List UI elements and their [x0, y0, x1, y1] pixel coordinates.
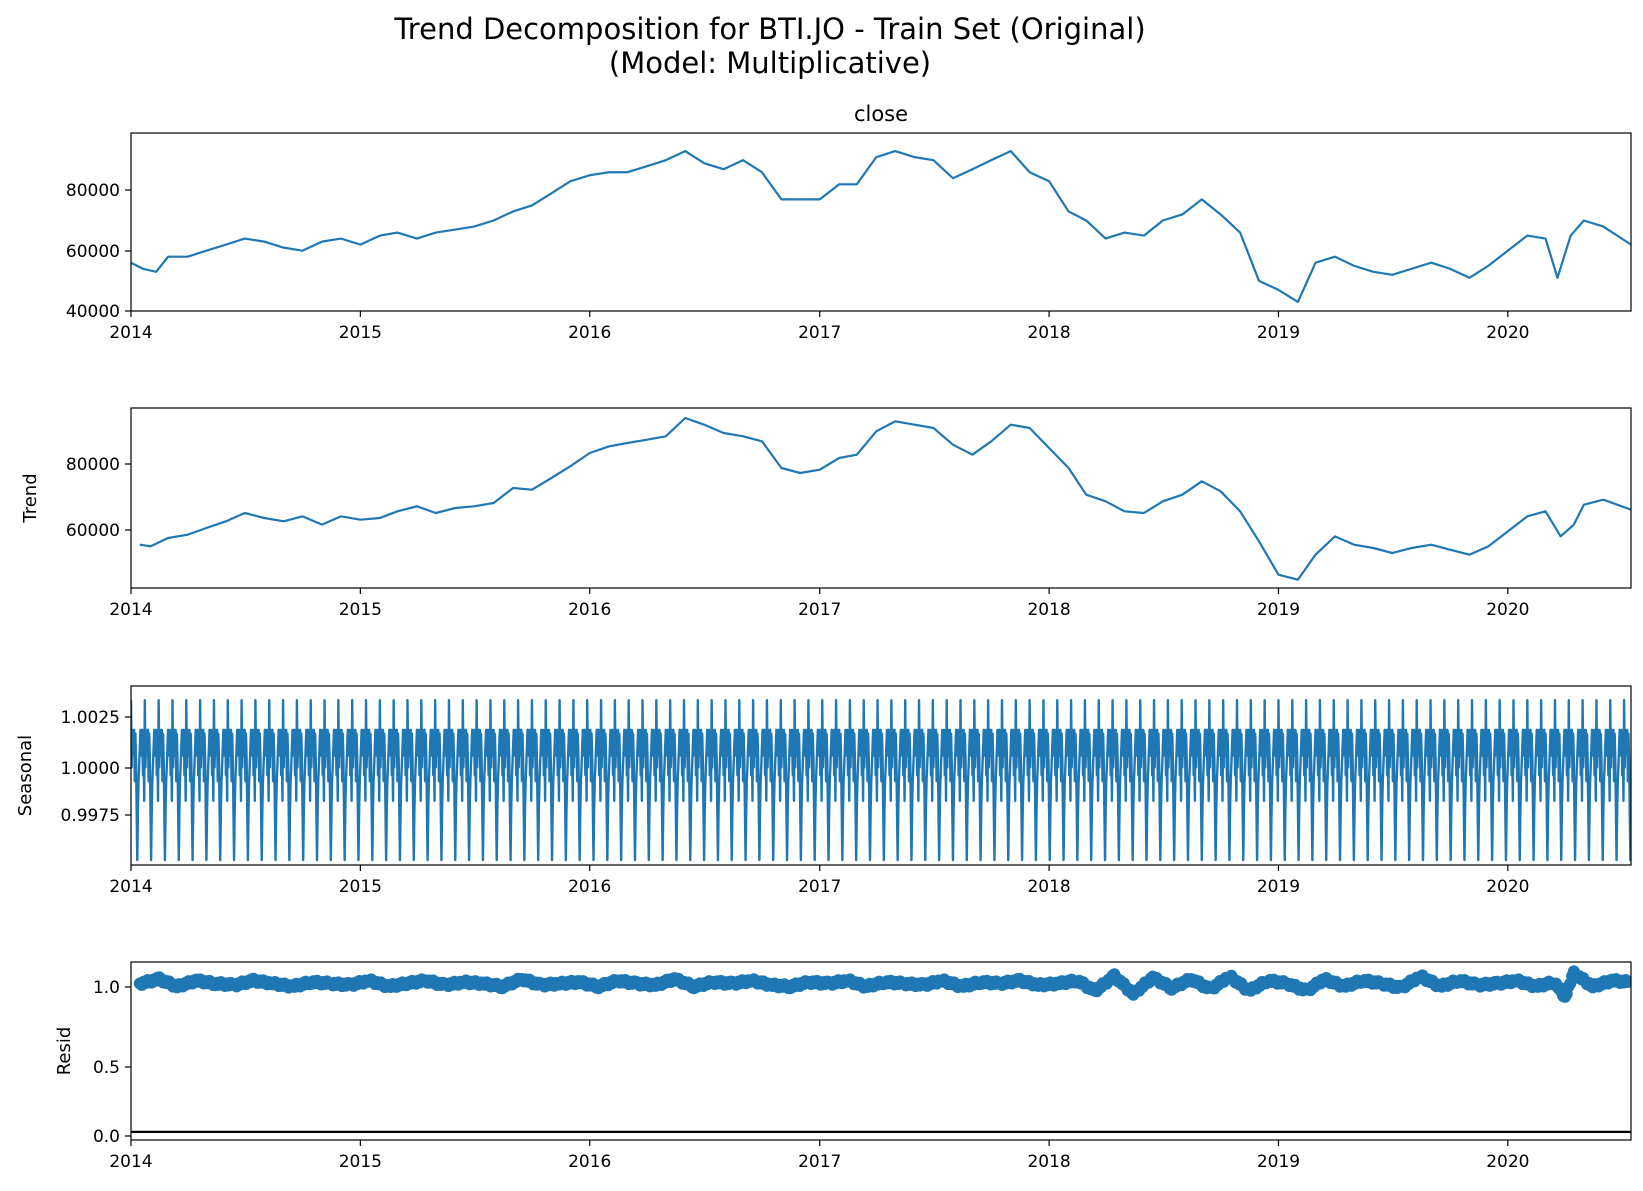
y-tick-label: 0.5: [93, 1058, 120, 1078]
resid-axes-frame: [130, 961, 1632, 1141]
x-tick-label: 2015: [339, 323, 382, 343]
panel-seasonal: 2014 2015 2016 2017 2018 2019 2020 0.9975 1.0000…: [15, 685, 1632, 897]
y-tick-label: 0.9975: [61, 806, 120, 826]
x-tick-label: 2019: [1257, 323, 1300, 343]
close-series: [131, 150, 1631, 304]
trend-axes-frame: [130, 407, 1632, 589]
x-tick-label: 2015: [339, 1152, 382, 1172]
seasonal-line: [131, 699, 1631, 862]
x-tick-label: 2017: [798, 1152, 841, 1172]
y-tick-label: 1.0025: [61, 708, 120, 728]
resid-point: [1621, 976, 1631, 989]
x-tick-label: 2014: [109, 323, 152, 343]
x-tick-label: 2018: [1027, 600, 1070, 620]
y-tick-label: 60000: [66, 242, 120, 262]
panel-trend: 2014 2015 2016 2017 2018 2019 2020 60000 80000 Tr…: [20, 407, 1632, 620]
panel-resid: 2014 2015 2016 2017 2018 2019 2020 0.0 0.5 1.0 Res…: [54, 961, 1632, 1172]
panel-close: 2014 2015 2016 2017 2018 2019 2020 40000 60000 80…: [66, 102, 1632, 343]
x-tick-label: 2020: [1486, 323, 1529, 343]
x-tick-label: 2014: [109, 1152, 152, 1172]
x-tick-label: 2017: [798, 877, 841, 897]
x-tick-label: 2019: [1257, 600, 1300, 620]
panel-title: close: [854, 102, 908, 126]
x-tick-label: 2019: [1257, 877, 1300, 897]
x-tick-label: 2020: [1486, 1152, 1529, 1172]
x-tick-label: 2018: [1027, 323, 1070, 343]
y-axis-label: Trend: [20, 473, 41, 523]
x-tick-label: 2016: [568, 600, 611, 620]
x-tick-label: 2020: [1486, 877, 1529, 897]
x-tick-label: 2015: [339, 600, 382, 620]
y-tick-label: 1.0: [93, 978, 120, 998]
y-axis-label: Resid: [54, 1027, 75, 1076]
y-tick-label: 0.0: [93, 1127, 120, 1147]
x-tick-label: 2018: [1027, 877, 1070, 897]
x-tick-label: 2016: [568, 1152, 611, 1172]
close-axes-frame: [130, 132, 1632, 312]
trend-series: [139, 416, 1631, 581]
x-tick-label: 2018: [1027, 1152, 1070, 1172]
close-line: [131, 150, 1631, 304]
x-tick-label: 2020: [1486, 600, 1529, 620]
figure-title-line-1: Trend Decomposition for BTI.JO - Train S…: [394, 12, 1146, 46]
x-tick-label: 2014: [109, 877, 152, 897]
y-tick-label: 60000: [66, 521, 120, 541]
x-tick-label: 2019: [1257, 1152, 1300, 1172]
y-tick-label: 40000: [66, 302, 120, 322]
x-tick-label: 2015: [339, 877, 382, 897]
x-tick-label: 2017: [798, 600, 841, 620]
y-tick-label: 80000: [66, 455, 120, 475]
resid-series: [131, 965, 1631, 1133]
y-axis-label: Seasonal: [15, 735, 36, 816]
x-tick-label: 2016: [568, 323, 611, 343]
figure-title-line-2: (Model: Multiplicative): [608, 46, 932, 80]
seasonal-axes-frame: [130, 685, 1632, 866]
seasonal-series: [131, 699, 1631, 862]
x-tick-label: 2017: [798, 323, 841, 343]
x-tick-label: 2014: [109, 600, 152, 620]
trend-line: [139, 416, 1631, 581]
y-tick-label: 1.0000: [61, 759, 120, 779]
y-tick-label: 80000: [66, 181, 120, 201]
x-tick-label: 2016: [568, 877, 611, 897]
